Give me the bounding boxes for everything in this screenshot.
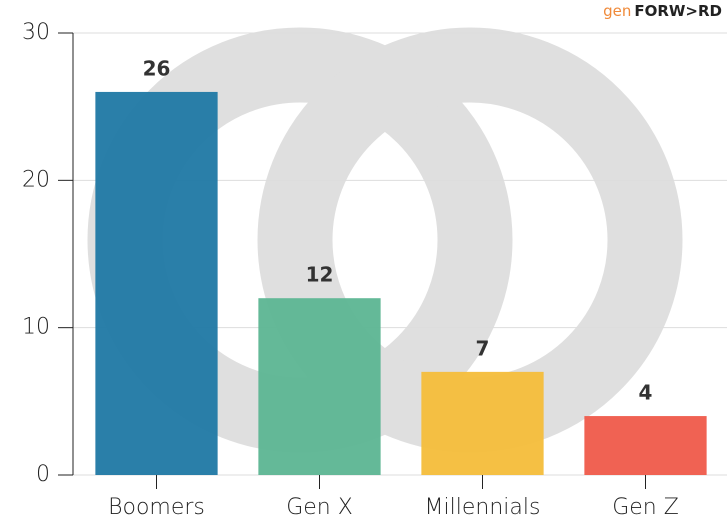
x-tick-label: Boomers	[108, 495, 205, 520]
bar	[258, 298, 381, 475]
bar	[584, 416, 707, 475]
x-tick-label: Millennials	[425, 495, 541, 520]
logo-prefix: gen	[603, 2, 631, 20]
x-tick-label: Gen X	[286, 495, 353, 520]
bar	[95, 91, 218, 475]
y-tick-label: 0	[36, 462, 50, 487]
logo-name: FORW>RD	[634, 2, 722, 20]
value-label: 26	[143, 56, 171, 80]
value-label: 4	[639, 381, 653, 405]
logo: gen FORW>RD	[603, 2, 722, 20]
value-label: 7	[476, 336, 490, 360]
y-tick-label: 30	[22, 20, 50, 45]
x-tick-label: Gen Z	[612, 495, 679, 520]
y-tick-label: 10	[22, 315, 50, 340]
y-tick-label: 20	[22, 167, 50, 192]
value-label: 12	[306, 263, 334, 287]
bar	[421, 371, 544, 475]
